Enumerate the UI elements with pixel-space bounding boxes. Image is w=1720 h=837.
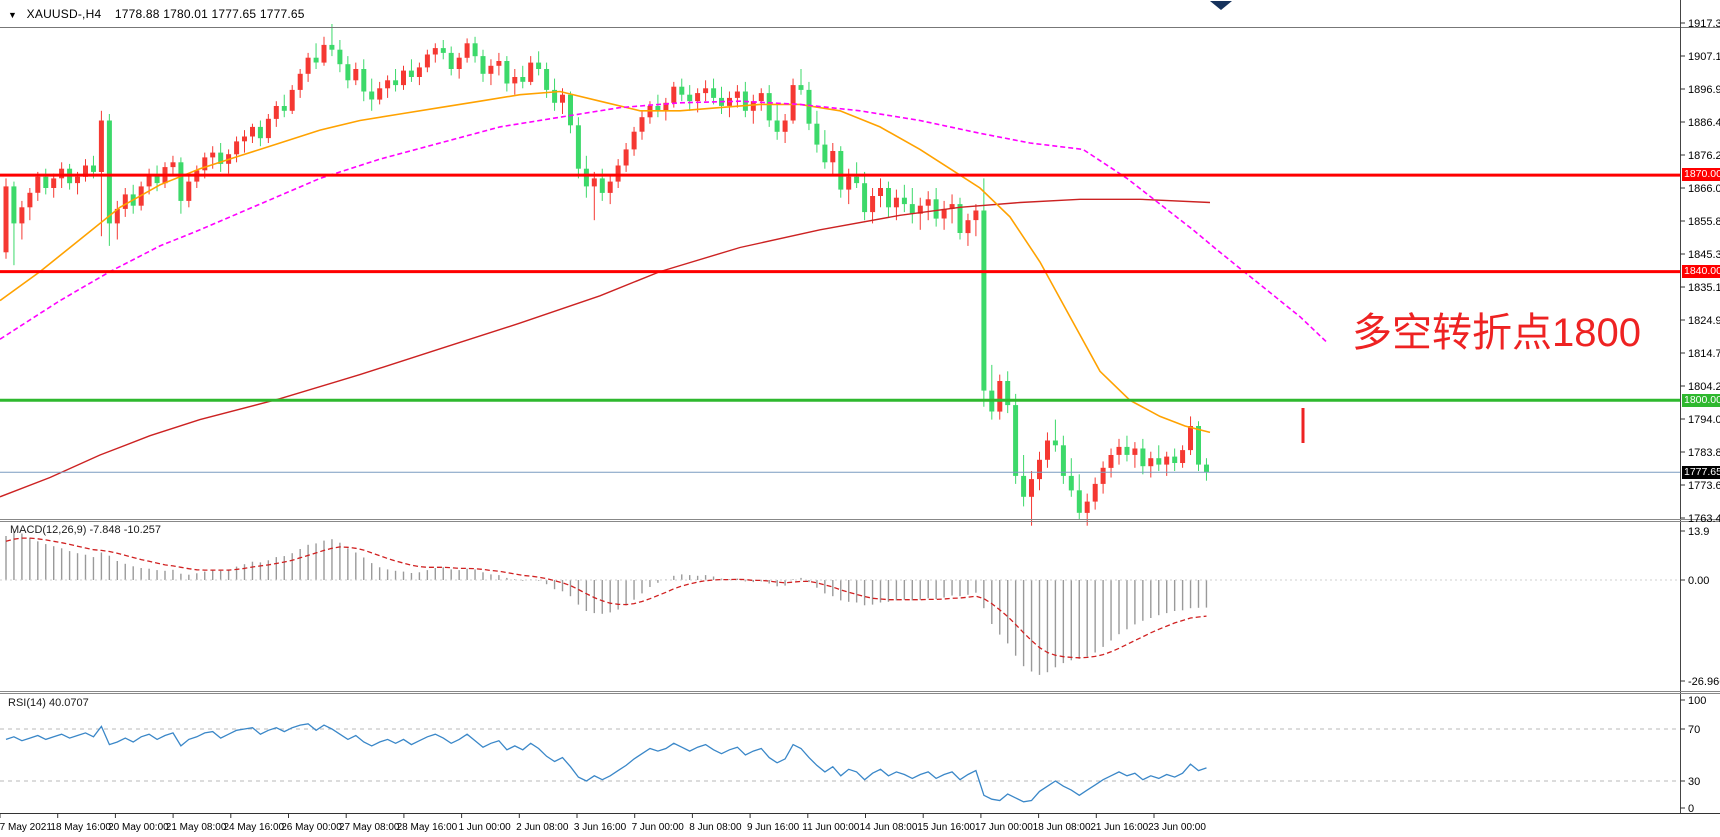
- svg-text:23 Jun 00:00: 23 Jun 00:00: [1148, 822, 1206, 833]
- svg-text:2 Jun 08:00: 2 Jun 08:00: [516, 822, 569, 833]
- axis-labels: 1917.30 1907.10 1896.90 1886.40 1876.20 1866.…: [0, 18, 1720, 833]
- price-tag-current-price: 1777.65: [1682, 466, 1720, 479]
- svg-text:1773.60: 1773.60: [1688, 480, 1720, 492]
- chart-shift-marker-icon[interactable]: [1210, 1, 1232, 10]
- price-tag-support-1800: 1800.00: [1682, 394, 1720, 407]
- svg-text:0: 0: [1688, 803, 1694, 815]
- svg-text:1917.30: 1917.30: [1688, 18, 1720, 30]
- symbol-header: ▼ XAUUSD-,H4 1778.88 1780.01 1777.65 177…: [8, 7, 305, 21]
- svg-text:1845.30: 1845.30: [1688, 249, 1720, 261]
- svg-text:14 Jun 08:00: 14 Jun 08:00: [860, 822, 918, 833]
- svg-text:7 Jun 00:00: 7 Jun 00:00: [632, 822, 685, 833]
- svg-text:28 May 16:00: 28 May 16:00: [397, 822, 458, 833]
- svg-text:21 Jun 16:00: 21 Jun 16:00: [1090, 822, 1148, 833]
- symbol-ohlc-values: 1778.88 1780.01 1777.65 1777.65: [114, 7, 305, 21]
- svg-text:1794.00: 1794.00: [1688, 414, 1720, 426]
- svg-text:9 Jun 16:00: 9 Jun 16:00: [747, 822, 800, 833]
- candlestick-series: [3, 24, 1209, 526]
- svg-text:8 Jun 08:00: 8 Jun 08:00: [689, 822, 742, 833]
- svg-text:20 May 00:00: 20 May 00:00: [108, 822, 169, 833]
- symbol-dropdown-icon[interactable]: ▼: [8, 10, 18, 20]
- svg-text:0.00: 0.00: [1688, 575, 1709, 587]
- price-tag-resistance-1870: 1870.00: [1682, 168, 1720, 181]
- moving-average-lines: [0, 90, 1328, 498]
- horizontal-level-lines[interactable]: [0, 173, 1680, 473]
- svg-text:17 May 2021: 17 May 2021: [0, 822, 52, 833]
- svg-text:21 May 08:00: 21 May 08:00: [166, 822, 227, 833]
- svg-text:1824.90: 1824.90: [1688, 315, 1720, 327]
- svg-text:1763.40: 1763.40: [1688, 513, 1720, 525]
- svg-text:1876.20: 1876.20: [1688, 150, 1720, 162]
- rsi-indicator-plot: [0, 723, 1680, 803]
- svg-text:1835.10: 1835.10: [1688, 282, 1720, 294]
- svg-text:18 Jun 08:00: 18 Jun 08:00: [1033, 822, 1091, 833]
- macd-indicator-label: MACD(12,26,9) -7.848 -10.257: [10, 524, 162, 536]
- svg-text:27 May 08:00: 27 May 08:00: [339, 822, 400, 833]
- svg-text:1814.70: 1814.70: [1688, 348, 1720, 360]
- svg-text:1907.10: 1907.10: [1688, 51, 1720, 63]
- svg-text:18 May 16:00: 18 May 16:00: [50, 822, 111, 833]
- svg-text:15 Jun 16:00: 15 Jun 16:00: [917, 822, 975, 833]
- symbol-title: XAUUSD-,H4: [26, 7, 102, 21]
- svg-text:1896.90: 1896.90: [1688, 84, 1720, 96]
- svg-text:1804.20: 1804.20: [1688, 381, 1720, 393]
- svg-text:11 Jun 00:00: 11 Jun 00:00: [802, 822, 860, 833]
- svg-text:3 Jun 16:00: 3 Jun 16:00: [574, 822, 627, 833]
- svg-text:1783.80: 1783.80: [1688, 447, 1720, 459]
- svg-text:-26.966: -26.966: [1688, 676, 1720, 688]
- svg-text:26 May 00:00: 26 May 00:00: [281, 822, 342, 833]
- svg-text:30: 30: [1688, 776, 1700, 788]
- svg-text:1886.40: 1886.40: [1688, 117, 1720, 129]
- macd-indicator-plot: [0, 531, 1680, 675]
- svg-text:17 Jun 00:00: 17 Jun 00:00: [975, 822, 1033, 833]
- svg-text:70: 70: [1688, 724, 1700, 736]
- svg-text:1 Jun 00:00: 1 Jun 00:00: [458, 822, 511, 833]
- svg-text:1866.00: 1866.00: [1688, 183, 1720, 195]
- rsi-indicator-label: RSI(14) 40.0707: [8, 697, 89, 709]
- panel-borders: [0, 0, 1720, 814]
- annotation-text[interactable]: 多空转折点1800: [1352, 311, 1641, 355]
- svg-text:24 May 16:00: 24 May 16:00: [223, 822, 284, 833]
- svg-text:13.9: 13.9: [1688, 526, 1709, 538]
- svg-text:1855.80: 1855.80: [1688, 216, 1720, 228]
- svg-text:100: 100: [1688, 695, 1706, 707]
- price-tag-resistance-1840: 1840.00: [1682, 265, 1720, 278]
